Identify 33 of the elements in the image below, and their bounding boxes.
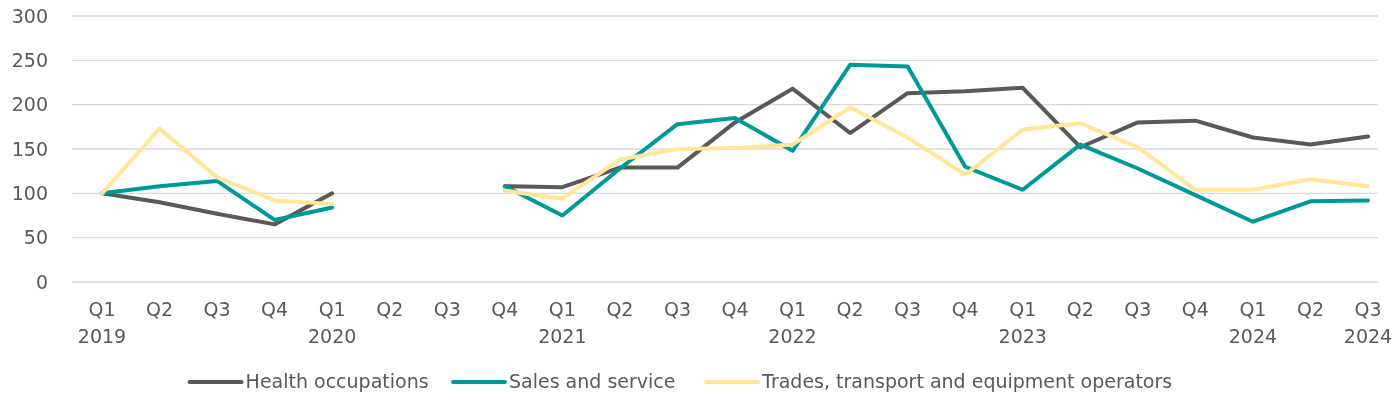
y-tick-label: 250 — [11, 48, 48, 71]
x-tick-label: Q1 2023 — [998, 298, 1047, 347]
legend-label: Trades, transport and equipment operators — [761, 370, 1173, 392]
x-tick-label: Q4 — [261, 298, 289, 320]
y-tick-label: 0 — [35, 270, 48, 293]
x-tick-label: Q4 — [491, 298, 519, 320]
x-tick-label: Q2 — [1066, 298, 1094, 320]
x-tick-label: Q4 — [951, 298, 979, 320]
x-tick-label: Q4 — [721, 298, 749, 320]
y-tick-label: 100 — [11, 181, 48, 204]
x-tick-label: Q3 — [1124, 298, 1152, 320]
x-tick-label: Q2 — [606, 298, 634, 320]
legend-label: Health occupations — [245, 370, 429, 392]
x-tick-label: Q3 — [894, 298, 922, 320]
x-tick-label: Q4 — [1181, 298, 1209, 320]
x-tick-label: Q1 2024 — [1228, 298, 1278, 347]
x-tick-label: Q2 — [1296, 298, 1324, 320]
y-tick-label: 150 — [11, 137, 48, 160]
x-tick-label: Q2 — [836, 298, 864, 320]
x-tick-label: Q3 — [433, 298, 461, 320]
legend-label: Sales and service — [509, 370, 676, 392]
x-tick-label: Q2 — [146, 298, 174, 320]
y-tick-label: 200 — [11, 93, 48, 116]
x-tick-label: Q3 2024 — [1343, 298, 1393, 347]
x-tick-label: Q1 2022 — [768, 298, 817, 347]
y-tick-label: 50 — [23, 226, 48, 249]
x-tick-label: Q2 — [376, 298, 404, 320]
x-tick-label: Q1 2020 — [308, 298, 357, 347]
y-tick-label: 300 — [11, 4, 48, 27]
x-tick-label: Q1 2019 — [77, 298, 127, 347]
x-tick-label: Q3 — [203, 298, 231, 320]
x-tick-label: Q1 2021 — [538, 298, 587, 347]
x-tick-label: Q3 — [663, 298, 691, 320]
